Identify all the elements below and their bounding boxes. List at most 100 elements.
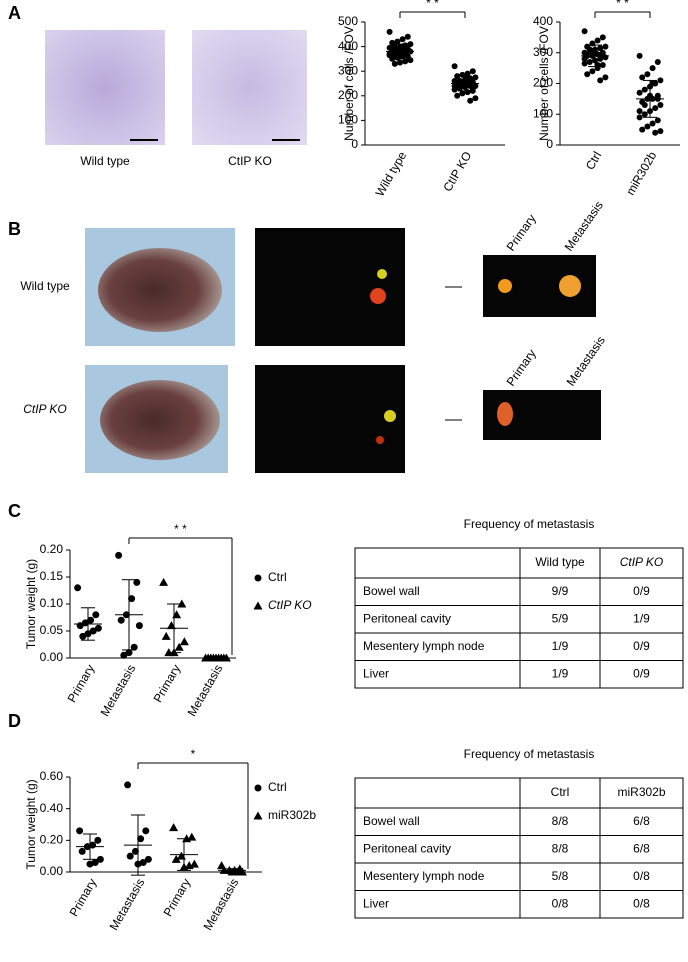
table-cell: Liver [363,896,389,910]
data-point [117,616,125,624]
data-point [464,75,471,82]
x-tick-label: Primary [151,662,184,705]
legend-label: Ctrl [268,780,287,794]
micrograph [45,30,165,145]
significance: * * [616,0,629,10]
table-cell: Bowel wall [363,584,420,598]
data-point [451,63,458,70]
data-point [76,827,84,835]
data-point [644,71,651,78]
y-tick-label: 0.60 [40,769,64,783]
y-axis-label: Tumor weight (g) [24,559,38,649]
data-point [171,854,181,863]
legend-marker [253,811,263,820]
y-axis-label: Number of cells /FOV [342,26,356,141]
table-cell: 1/9 [552,666,569,680]
data-point [130,643,138,651]
y-tick-label: 0.00 [40,650,64,664]
table-title: Frequency of metastasis [464,747,595,761]
data-point [404,46,411,53]
table-cell: 6/8 [633,841,650,855]
table-header: Wild type [535,555,585,569]
table-cell: Bowel wall [363,814,420,828]
data-point [402,58,409,65]
table-cell: 6/8 [633,814,650,828]
data-point [174,642,184,651]
panel-label: B [8,219,21,239]
table-cell: 0/9 [633,639,650,653]
legend-marker [254,784,262,792]
data-point [79,632,87,640]
y-tick-label: 200 [338,88,358,102]
y-tick-label: 0.00 [40,864,64,878]
table-cell: Liver [363,666,389,680]
data-point [654,117,661,124]
data-point [641,111,648,118]
data-point [451,82,458,89]
table-header: miR302b [617,785,665,799]
data-point [644,123,651,130]
data-point [81,619,89,627]
table-cell: Mesentery lymph node [363,869,485,883]
y-tick-label: 0 [351,137,358,151]
x-tick-label: Metastasis [107,876,148,933]
table-cell: 0/8 [633,869,650,883]
y-tick-label: 0 [546,137,553,151]
data-point [397,59,403,66]
y-tick-label: 300 [533,45,553,59]
data-point [172,610,182,619]
y-tick-label: 400 [533,14,553,28]
data-point [454,73,461,80]
data-point [128,595,136,603]
data-point [161,631,171,640]
panel-label: C [8,501,21,521]
table-cell: 0/9 [633,584,650,598]
panel-label: D [8,711,21,731]
table-cell: 0/9 [633,666,650,680]
data-point [657,128,664,135]
data-point [652,129,659,136]
y-tick-label: 400 [338,39,358,53]
data-point [636,52,643,59]
data-point [399,36,406,43]
photo [98,248,222,332]
data-point [386,28,393,35]
significance: * * [426,0,439,10]
panel-label: A [8,3,21,23]
y-tick-label: 0.20 [40,833,64,847]
table-border [354,547,684,689]
data-point [464,70,471,77]
x-tick-label: Ctrl [583,149,604,172]
data-point [399,43,406,50]
data-point [472,95,479,102]
y-tick-label: 300 [338,63,358,77]
fluorescence-image [255,365,405,473]
y-tick-label: 0.20 [40,542,64,556]
y-tick-label: 0.15 [40,569,64,583]
data-point [87,616,95,624]
data-point [654,58,661,65]
y-tick-label: 0.05 [40,623,64,637]
y-axis-label: Tumor weight (g) [24,779,38,869]
data-point [386,50,393,57]
legend-label: miR302b [268,808,316,822]
table-cell: 0/8 [633,896,650,910]
fluorescence-spot [377,269,387,279]
table-cell: 8/8 [552,841,569,855]
data-point [454,92,461,99]
y-axis-label: Number of cells /FOV [537,26,551,141]
data-point [92,611,100,619]
data-point [126,852,134,860]
data-point [636,89,643,96]
data-point [407,57,414,64]
data-point [599,34,606,41]
data-point [394,38,401,45]
data-point [169,823,179,832]
table-cell: Mesentery lymph node [363,639,485,653]
table-cell: 1/9 [552,639,569,653]
data-point [594,37,601,44]
x-tick-label: Primary [67,876,100,919]
table-cell: 8/8 [552,814,569,828]
data-point [586,58,593,65]
data-point [639,74,646,81]
